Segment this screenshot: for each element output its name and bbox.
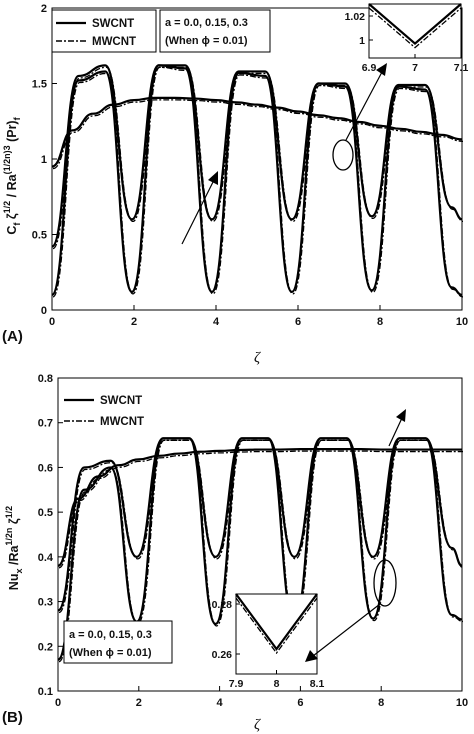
y-tick-label: 1 — [41, 154, 47, 166]
panel-a-annotation-line1: a = 0.0, 0.15, 0.3 — [165, 17, 248, 29]
panel-b-arrows — [305, 409, 406, 662]
inset-x-tick-label: 7.1 — [454, 62, 469, 74]
panel-a-xlabel: ζ — [254, 350, 261, 366]
zoom-ellipse-b — [373, 559, 397, 607]
x-tick-label: 4 — [213, 316, 220, 328]
panel-a-legend: SWCNT MWCNT — [51, 9, 157, 53]
y-tick-label: 1.5 — [32, 79, 47, 91]
increase-arrowhead-a — [208, 171, 218, 185]
series-line-mwcnt — [52, 66, 464, 298]
inset-x-tick-label: 7.9 — [229, 678, 244, 690]
x-tick-label: 6 — [295, 316, 301, 328]
series-line-swcnt — [51, 96, 463, 168]
x-tick-label: 4 — [217, 697, 224, 709]
series-line-mwcnt — [52, 66, 464, 250]
inset-x-tick-label: 7 — [412, 62, 418, 74]
series-line-swcnt — [57, 447, 462, 567]
y-tick-label: 0.2 — [38, 641, 53, 653]
inset-frame — [368, 3, 462, 59]
panel-b-plot: 0 2 4 6 8 10 0.1 0.2 0.3 0.4 0.5 0.6 0.7 0.8 — [38, 373, 468, 709]
panel-a: (A) ζ Cf ζ1/2 / Ra(1/2n)3 (Pr)f 0 2 4 6 8 100… — [2, 3, 468, 366]
zoom-ellipse-a — [332, 139, 354, 171]
panel-a-label: (A) — [2, 328, 23, 345]
y-tick-label: 2 — [41, 3, 47, 15]
y-tick-label: 0.5 — [32, 230, 47, 242]
panel-a-inset: 6.9 7 7.1 1 1.02 — [345, 3, 469, 74]
series-line-mwcnt — [52, 99, 464, 170]
x-tick-label: 0 — [55, 697, 61, 709]
panel-b-xlabel: ζ — [254, 717, 261, 733]
legend-mwcnt-label-b: MWCNT — [100, 416, 144, 428]
zoom-arrow-b — [312, 603, 381, 657]
zoom-arrowhead-b — [305, 650, 318, 662]
x-tick-label: 8 — [378, 697, 384, 709]
zoom-arrow-a — [345, 71, 383, 141]
inset-frame — [235, 593, 318, 675]
increase-arrow-a — [181, 179, 215, 245]
y-tick-label: 0.5 — [38, 507, 53, 519]
panel-b-annotation-line2: (When ϕ = 0.01) — [69, 647, 152, 659]
inset-swcnt-line — [368, 3, 462, 46]
y-tick-label: 0.8 — [38, 373, 53, 385]
y-tick-label: 0.4 — [38, 552, 54, 564]
series-line-swcnt — [50, 64, 463, 248]
panel-b-label: (B) — [2, 709, 23, 726]
zoom-arrowhead-a — [376, 63, 387, 76]
panel-b: (B) ζ Nux /Ra1/2n ζ1/2 0 2 4 6 8 100.10.20.30… — [2, 373, 468, 733]
increase-arrowhead-b — [396, 409, 406, 422]
inset-x-tick-label: 8 — [274, 678, 280, 690]
x-tick-label: 10 — [456, 697, 468, 709]
inset-x-tick-label: 8.1 — [310, 678, 325, 690]
y-tick-label: 0.7 — [38, 418, 53, 430]
legend-swcnt-label: SWCNT — [92, 18, 134, 30]
increase-arrow-b — [388, 417, 403, 447]
inset-y-tick-label: 1.02 — [345, 11, 366, 23]
y-tick-label: 0.3 — [38, 597, 53, 609]
panel-a-ylabel: Cf ζ1/2 / Ra(1/2n)3 (Pr)f — [2, 116, 22, 234]
legend-swcnt-label-b: SWCNT — [100, 395, 142, 407]
inset-y-tick-label: 1 — [359, 35, 365, 47]
panel-a-annotation-line2: (When ϕ = 0.01) — [165, 35, 248, 47]
inset-swcnt-line — [235, 593, 318, 651]
panel-b-legend: SWCNT MWCNT — [64, 395, 144, 428]
inset-x-tick-label: 6.9 — [362, 62, 377, 74]
panel-b-inset: 7.9 8 8.1 0.26 0.28 — [212, 593, 325, 690]
panel-b-annotation-line1: a = 0.0, 0.15, 0.3 — [69, 629, 152, 641]
series-line-swcnt — [56, 437, 463, 661]
x-tick-label: 2 — [136, 697, 142, 709]
series-line-mwcnt — [58, 439, 464, 663]
legend-mwcnt-label: MWCNT — [92, 36, 136, 48]
plot-frame — [57, 377, 463, 692]
x-tick-label: 8 — [377, 316, 383, 328]
x-tick-label: 10 — [456, 316, 468, 328]
panel-a-arrows — [181, 63, 387, 245]
y-tick-label: 0.6 — [38, 462, 53, 474]
panel-b-annotation: a = 0.0, 0.15, 0.3 (When ϕ = 0.01) — [63, 620, 173, 664]
inset-y-tick-label: 0.28 — [212, 599, 233, 611]
y-tick-label: 0 — [41, 305, 47, 317]
panel-b-ylabel: Nux /Ra1/2n ζ1/2 — [4, 506, 24, 590]
x-tick-label: 6 — [297, 697, 303, 709]
series-line-swcnt — [50, 64, 463, 296]
inset-mwcnt-line — [368, 7, 462, 49]
inset-mwcnt-line — [235, 597, 318, 655]
panel-a-plot: 0 2 4 6 8 10 0 0.5 1 1.5 2 — [32, 3, 468, 328]
x-tick-label: 2 — [131, 316, 137, 328]
x-tick-label: 0 — [49, 316, 55, 328]
panel-a-annotation: a = 0.0, 0.15, 0.3 (When ϕ = 0.01) — [159, 9, 271, 53]
y-tick-label: 0.1 — [38, 686, 53, 698]
inset-y-tick-label: 0.26 — [212, 649, 233, 661]
